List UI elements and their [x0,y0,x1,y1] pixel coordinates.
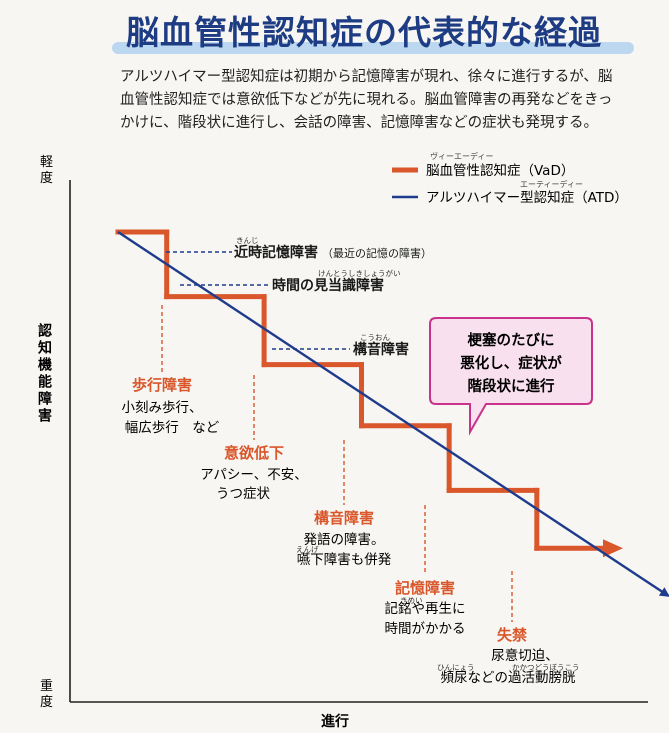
intro-text: アルツハイマー型認知症は初期から記憶障害が現れ、徐々に進行するが、脳 血管性認知… [120,66,640,135]
annot-gait-line: 幅広歩行 など [125,420,220,436]
y-axis-title: 認知機能障害 [38,323,52,425]
annot-articulation: 構音障害 [353,341,409,358]
title-underline-band [112,42,634,54]
atd-annotations: きんじ 近時記憶障害 （最近の記憶の障害） けんとうしきしょうがい 時間の見当識… [234,236,432,358]
callout-line: 悪化し、症状が [460,354,562,372]
annot-ruby: きめい [400,596,423,605]
annot-articulation-vad-title: 構音障害 [314,509,374,527]
annot-incontinence-line: 尿意切迫、 [491,647,559,664]
annot-short-term-memory-note: （最近の記憶の障害） [322,246,432,260]
legend-vad-ruby: ヴィーエーディー [430,151,493,161]
atd-guides [166,251,350,350]
callout-line: 階段状に進行 [468,377,555,395]
annot-memory-title: 記憶障害 [395,579,455,597]
annot-short-term-memory: 近時記憶障害 [234,244,318,261]
annot-ruby: かかつどうぼうこう [512,663,580,672]
intro-line: 血管性認知症では意欲低下などが先に現れる。脳血管障害の再発などをきっ [120,92,613,108]
annot-memory-line: 時間がかかる [385,621,466,637]
callout-bubble [429,317,593,436]
callout: 梗塞のたびに 悪化し、症状が 階段状に進行 [429,317,593,436]
annot-incontinence-title: 失禁 [497,626,527,644]
page-title: 脳血管性認知症の代表的な経過 [126,13,602,52]
annot-gait-title: 歩行障害 [132,376,192,394]
intro-line: かけに、階段状に進行し、会話の障害、記憶障害などの症状も発現する。 [120,115,599,131]
annot-ruby: けんとうしきしょうがい [318,268,401,278]
annot-ruby: ひんにょう [437,663,475,672]
legend: ヴィーエーディー 脳血管性認知症（VaD） エーティーディー アルツハイマー型認… [392,151,628,206]
annot-ruby: こうおん [360,333,390,342]
vad-annotations: 歩行障害 小刻み歩行、 幅広歩行 など 意欲低下 アパシー、不安、 うつ症状 構… [122,376,580,686]
vad-series [115,229,623,558]
vad-arrowhead [603,539,623,558]
atd-series [117,230,669,597]
annot-apathy-line: うつ症状 [216,486,270,502]
annot-gait-line: 小刻み歩行、 [122,400,203,416]
annot-apathy-line: アパシー、不安、 [200,467,308,483]
annot-orientation: 時間の見当識障害 [272,277,384,294]
annot-apathy-title: 意欲低下 [224,444,284,462]
annot-articulation-vad-line: 嚥下障害も併発 [297,552,392,568]
y-axis-bottom-label-1: 重 [40,678,53,694]
vad-guides [161,305,513,622]
header: 脳血管性認知症の代表的な経過 [0,0,669,62]
x-axis-title: 進行 [321,713,349,730]
annot-ruby: きんじ [236,236,259,245]
atd-line [117,230,669,597]
annot-incontinence-line: 頻尿などの過活動膀胱 [441,669,576,686]
annot-articulation-vad-line: 発語の障害。 [304,531,385,548]
y-axis-top-label-2: 度 [40,170,53,186]
intro-line: アルツハイマー型認知症は初期から記憶障害が現れ、徐々に進行するが、脳 [120,69,613,85]
y-axis-bottom-label-2: 度 [40,694,53,710]
annot-ruby: えんげ [296,545,319,554]
legend-atd-label: アルツハイマー型認知症（ATD） [426,189,628,206]
legend-atd-ruby: エーティーディー [520,179,583,189]
callout-line: 梗塞のたびに [468,331,555,349]
y-axis-top-label-1: 軽 [40,155,53,170]
legend-vad-label: 脳血管性認知症（VaD） [426,162,574,179]
annot-memory-line: 記銘や再生に [385,600,466,617]
